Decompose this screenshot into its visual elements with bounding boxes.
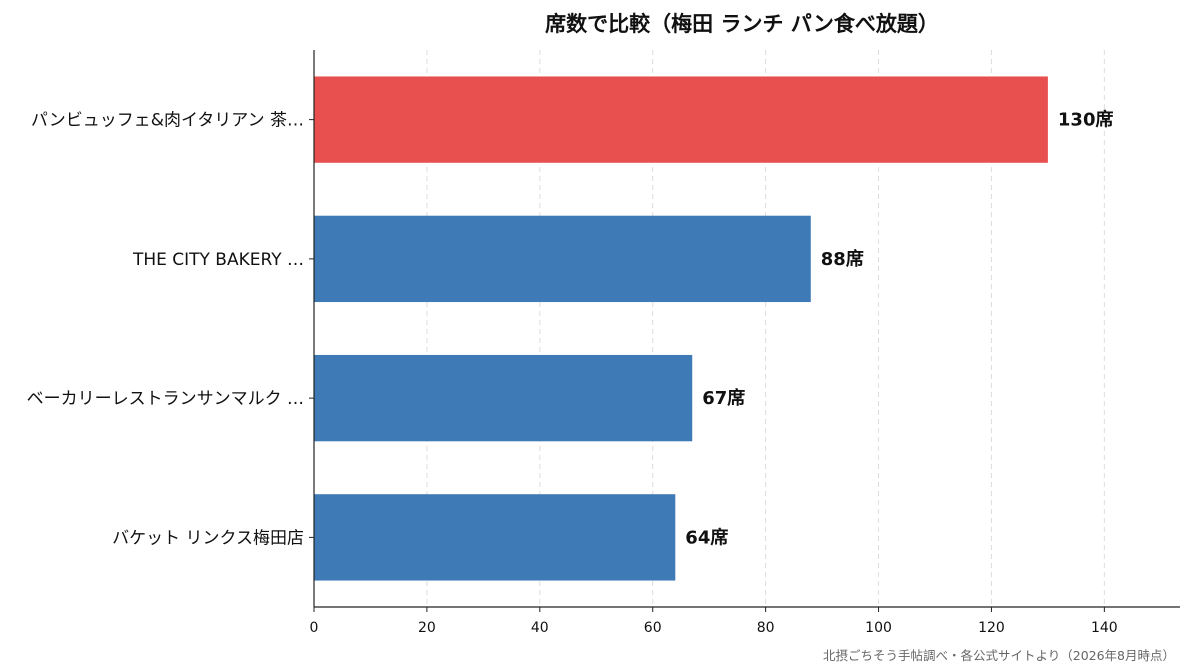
x-tick-label: 0 xyxy=(310,620,319,636)
chart-title: 席数で比較（梅田 ランチ パン食べ放題） xyxy=(545,12,939,36)
category-label: バケット リンクス梅田店 xyxy=(112,528,304,548)
value-labels: 130席 88席 67席 64席 xyxy=(685,109,1113,549)
axes: 0 20 40 60 80 100 120 140 xyxy=(309,50,1180,636)
value-label: 130席 xyxy=(1058,109,1114,131)
bar xyxy=(314,494,676,581)
source-note: 北摂ごちそう手帖調べ・各公式サイトより（2026年8月時点） xyxy=(823,648,1175,663)
x-tick-label: 140 xyxy=(1091,620,1118,636)
category-label: ベーカリーレストランサンマルク … xyxy=(27,389,304,409)
category-label: THE CITY BAKERY … xyxy=(132,250,304,270)
x-tick-label: 40 xyxy=(531,620,549,636)
bars xyxy=(314,76,1048,581)
x-tick-label: 20 xyxy=(418,620,436,636)
value-label: 88席 xyxy=(821,248,864,270)
bar xyxy=(314,215,811,303)
x-tick-label: 80 xyxy=(757,620,775,636)
category-labels: パンビュッフェ&肉イタリアン 茶… THE CITY BAKERY … ベーカリーレ… xyxy=(27,111,304,549)
value-label: 64席 xyxy=(685,526,728,548)
x-tick-label: 60 xyxy=(644,620,662,636)
x-tick-label: 120 xyxy=(978,620,1005,636)
bar xyxy=(314,354,693,442)
x-tick-label: 100 xyxy=(865,620,892,636)
bar xyxy=(314,76,1048,163)
value-label: 67席 xyxy=(702,387,745,409)
category-label: パンビュッフェ&肉イタリアン 茶… xyxy=(31,111,304,131)
